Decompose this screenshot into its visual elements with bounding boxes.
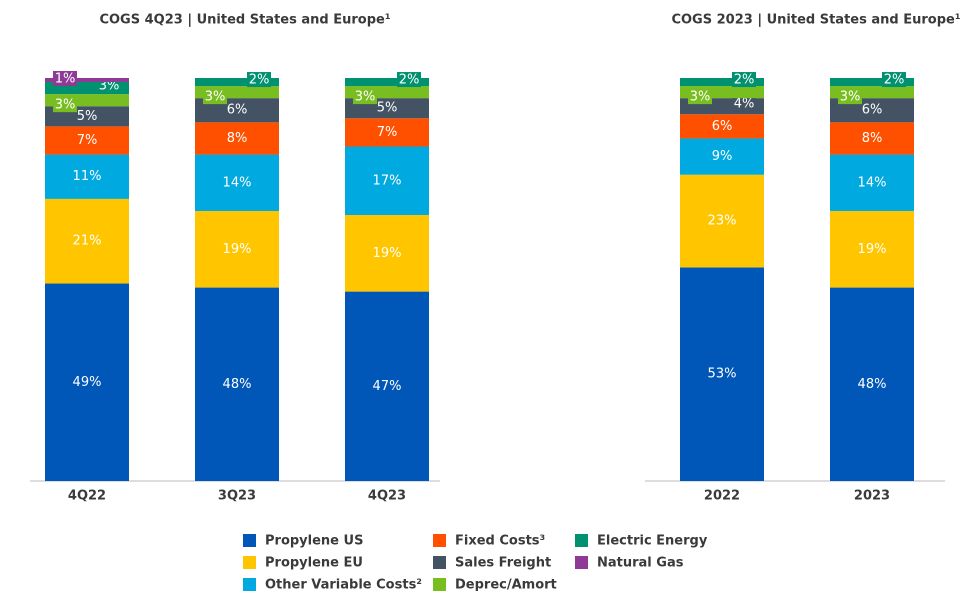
data-label-bg	[53, 97, 77, 113]
data-label: 53%	[708, 367, 737, 382]
bar-segment	[830, 210, 914, 288]
data-label: 6%	[227, 103, 248, 118]
data-label: 2%	[884, 73, 905, 88]
bar-segment	[345, 118, 429, 147]
data-label-bg	[838, 89, 862, 105]
data-label: 21%	[73, 234, 102, 249]
legend-swatch	[433, 534, 446, 547]
data-label: 6%	[862, 103, 883, 118]
bar-segment	[830, 122, 914, 155]
bar-segment	[195, 154, 279, 211]
data-label: 7%	[77, 133, 98, 148]
data-label: 3%	[99, 79, 120, 94]
x-tick-label: 3Q23	[218, 489, 256, 504]
bar-segment	[680, 114, 764, 139]
legend-swatch	[243, 578, 256, 591]
bar-segment	[345, 146, 429, 216]
data-label: 19%	[858, 242, 887, 257]
data-label: 2%	[399, 73, 420, 88]
data-label-bg	[688, 89, 712, 105]
x-tick-label: 2022	[704, 489, 740, 504]
data-label: 17%	[373, 173, 402, 188]
bar-segment	[680, 174, 764, 268]
legend-label: Propylene US	[265, 534, 363, 549]
legend-swatch	[433, 556, 446, 569]
legend-swatch	[243, 534, 256, 547]
data-label: 48%	[223, 377, 252, 392]
x-tick-label: 4Q22	[68, 489, 106, 504]
legend-label: Other Variable Costs²	[265, 578, 422, 591]
bar-segment	[45, 126, 129, 155]
data-label-bg	[353, 89, 377, 105]
data-label-bg	[732, 96, 756, 112]
data-label: 2%	[734, 73, 755, 88]
data-label: 4%	[734, 97, 755, 112]
bar-segment	[45, 198, 129, 284]
data-label: 23%	[708, 214, 737, 229]
data-label-bg	[247, 72, 271, 88]
data-label: 3%	[840, 90, 861, 105]
data-label: 9%	[712, 149, 733, 164]
data-label: 48%	[858, 377, 887, 392]
data-label: 19%	[373, 246, 402, 261]
bar-segment	[830, 154, 914, 211]
bar-segment	[195, 287, 279, 481]
bar-segment	[830, 287, 914, 481]
data-label: 7%	[377, 125, 398, 140]
bar-segment	[830, 78, 914, 87]
chart-title: COGS 2023 | United States and Europe¹	[671, 13, 960, 28]
data-label: 5%	[77, 109, 98, 124]
data-label-bg	[397, 72, 421, 88]
bar-segment	[680, 78, 764, 87]
bar-segment	[45, 78, 129, 83]
bar-segment	[345, 291, 429, 481]
bar-segment	[345, 78, 429, 87]
legend-label: Sales Freight	[455, 556, 551, 571]
x-tick-label: 4Q23	[368, 489, 406, 504]
legend-swatch	[575, 556, 588, 569]
data-label: 8%	[227, 131, 248, 146]
data-label: 47%	[373, 379, 402, 394]
legend-label: Electric Energy	[597, 534, 708, 549]
data-label: 2%	[249, 73, 270, 88]
bar-segment	[195, 78, 279, 87]
bar-segment	[195, 122, 279, 155]
data-label: 5%	[377, 101, 398, 116]
data-label: 3%	[690, 90, 711, 105]
bar-segment	[680, 267, 764, 481]
data-label: 19%	[223, 242, 252, 257]
data-label-bg	[882, 72, 906, 88]
legend-label: Natural Gas	[597, 556, 684, 571]
data-label: 11%	[73, 169, 102, 184]
data-label: 8%	[862, 131, 883, 146]
data-label: 3%	[355, 90, 376, 105]
data-label-bg	[203, 89, 227, 105]
data-label: 3%	[205, 90, 226, 105]
bar-segment	[45, 283, 129, 481]
bar-segment	[345, 215, 429, 292]
data-label: 49%	[73, 375, 102, 390]
data-label: 14%	[858, 175, 887, 190]
legend-swatch	[575, 534, 588, 547]
bar-segment	[45, 154, 129, 199]
legend-label: Deprec/Amort	[455, 578, 557, 591]
legend-swatch	[433, 578, 446, 591]
chart-title: COGS 4Q23 | United States and Europe¹	[99, 13, 390, 28]
bar-segment	[195, 210, 279, 288]
data-label: 14%	[223, 175, 252, 190]
data-label: 1%	[55, 72, 76, 87]
data-label: 6%	[712, 119, 733, 134]
data-label-bg	[53, 71, 77, 87]
legend-label: Propylene EU	[265, 556, 363, 571]
legend-swatch	[243, 556, 256, 569]
legend-label: Fixed Costs³	[455, 534, 545, 549]
data-label: 3%	[55, 98, 76, 113]
data-label-bg	[732, 72, 756, 88]
x-tick-label: 2023	[854, 489, 890, 504]
bar-segment	[680, 138, 764, 175]
